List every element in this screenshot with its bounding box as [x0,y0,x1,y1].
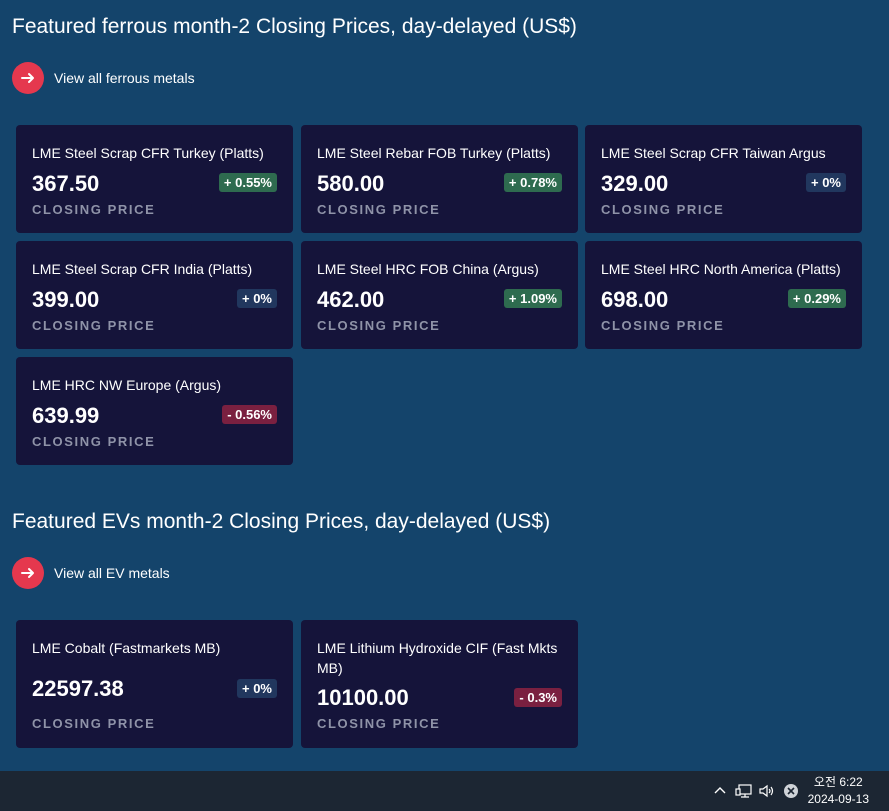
close-circle-icon[interactable] [782,782,800,800]
closing-price-label: CLOSING PRICE [32,434,156,449]
change-badge: - 0.3% [514,688,562,707]
price-card[interactable]: LME Steel Scrap CFR Turkey (Platts) 367.… [16,125,293,233]
card-name: LME Steel Scrap CFR Taiwan Argus [601,145,826,161]
card-price: 329.00 [601,171,669,196]
page: Featured ferrous month-2 Closing Prices,… [12,15,862,748]
closing-price-label: CLOSING PRICE [317,202,441,217]
card-price: 367.50 [32,171,100,196]
card-name: LME Lithium Hydroxide CIF (Fast Mkts MB) [317,640,558,676]
card-price: 698.00 [601,287,669,312]
card-price: 462.00 [317,287,385,312]
change-badge: - 0.56% [222,405,277,424]
arrow-right-icon [12,62,44,94]
taskbar: 오전 6:22 2024-09-13 [0,771,889,811]
closing-price-label: CLOSING PRICE [317,318,441,333]
card-price: 22597.38 [32,676,124,701]
view-all-ev-link[interactable]: View all EV metals [12,557,170,589]
change-badge: + 0.29% [787,289,846,308]
view-all-ferrous-label: View all ferrous metals [54,70,195,86]
chevron-up-icon[interactable] [711,782,729,800]
volume-icon[interactable] [758,782,776,800]
change-badge: + 0% [237,679,277,698]
change-badge: + 0.78% [503,173,562,192]
change-badge: + 0% [237,289,277,308]
card-name: LME Cobalt (Fastmarkets MB) [32,640,221,656]
card-price: 10100.00 [317,685,409,710]
clock-date: 2024-09-13 [807,792,869,806]
price-card[interactable]: LME Steel HRC North America (Platts) 698… [585,241,862,349]
change-badge: + 0.55% [218,173,277,192]
price-card[interactable]: LME HRC NW Europe (Argus) 639.99 - 0.56%… [16,357,293,465]
card-name: LME Steel Rebar FOB Turkey (Platts) [317,145,551,161]
price-card[interactable]: LME Steel HRC FOB China (Argus) 462.00 +… [301,241,578,349]
view-all-ev-label: View all EV metals [54,565,170,581]
price-card[interactable]: LME Steel Scrap CFR Taiwan Argus 329.00 … [585,125,862,233]
clock-time: 오전 6:22 [813,775,863,789]
card-name: LME Steel Scrap CFR India (Platts) [32,261,253,277]
card-name: LME HRC NW Europe (Argus) [32,377,222,393]
closing-price-label: CLOSING PRICE [317,716,441,731]
change-badge: + 0% [806,173,846,192]
change-badge: + 1.09% [503,289,562,308]
closing-price-label: CLOSING PRICE [32,318,156,333]
card-name: LME Steel HRC North America (Platts) [601,261,841,277]
price-card[interactable]: LME Steel Rebar FOB Turkey (Platts) 580.… [301,125,578,233]
system-clock[interactable]: 오전 6:22 2024-09-13 [808,774,869,808]
arrow-right-icon [12,557,44,589]
closing-price-label: CLOSING PRICE [601,202,725,217]
price-card[interactable]: LME Lithium Hydroxide CIF (Fast Mkts MB)… [301,620,578,748]
network-icon[interactable] [735,782,753,800]
card-price: 580.00 [317,171,385,196]
closing-price-label: CLOSING PRICE [601,318,725,333]
price-card[interactable]: LME Cobalt (Fastmarkets MB) 22597.38 + 0… [16,620,293,748]
closing-price-label: CLOSING PRICE [32,716,156,731]
evs-section-title: Featured EVs month-2 Closing Prices, day… [12,510,551,533]
card-name: LME Steel Scrap CFR Turkey (Platts) [32,145,264,161]
card-price: 399.00 [32,287,100,312]
price-card[interactable]: LME Steel Scrap CFR India (Platts) 399.0… [16,241,293,349]
closing-price-label: CLOSING PRICE [32,202,156,217]
ferrous-section-title: Featured ferrous month-2 Closing Prices,… [12,15,577,38]
view-all-ferrous-link[interactable]: View all ferrous metals [12,62,195,94]
card-price: 639.99 [32,403,100,428]
card-name: LME Steel HRC FOB China (Argus) [317,261,539,277]
